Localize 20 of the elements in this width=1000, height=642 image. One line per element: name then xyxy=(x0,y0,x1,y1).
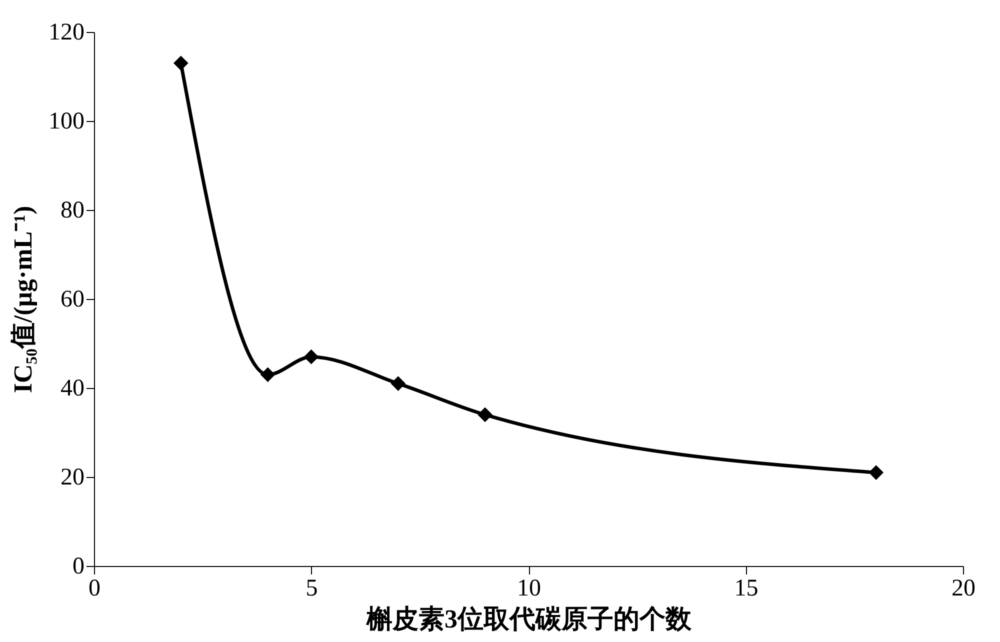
point xyxy=(173,56,188,71)
point xyxy=(478,407,492,422)
y-tick-label: 120 xyxy=(48,20,84,46)
x-tick-label: 20 xyxy=(952,576,976,602)
x-tick-label: 15 xyxy=(734,576,758,602)
y-tick-label: 0 xyxy=(72,554,84,580)
y-tick-label: 40 xyxy=(60,376,84,402)
x-tick-label: 5 xyxy=(306,576,318,602)
x-axis-title: 槲皮素3位取代碳原子的个数 xyxy=(366,604,692,634)
point xyxy=(390,376,406,391)
y-axis-title: IC₅₀值/(μg·mL⁻¹) xyxy=(8,206,38,394)
y-tick-label: 20 xyxy=(60,464,84,490)
y-tick-label: 80 xyxy=(60,198,84,224)
y-tick-label: 60 xyxy=(60,286,84,312)
point xyxy=(304,349,319,364)
x-tick-label: 0 xyxy=(88,576,100,602)
y-tick-label: 100 xyxy=(48,108,84,134)
x-tick-label: 10 xyxy=(517,576,541,602)
point xyxy=(868,465,884,480)
point xyxy=(260,367,276,382)
